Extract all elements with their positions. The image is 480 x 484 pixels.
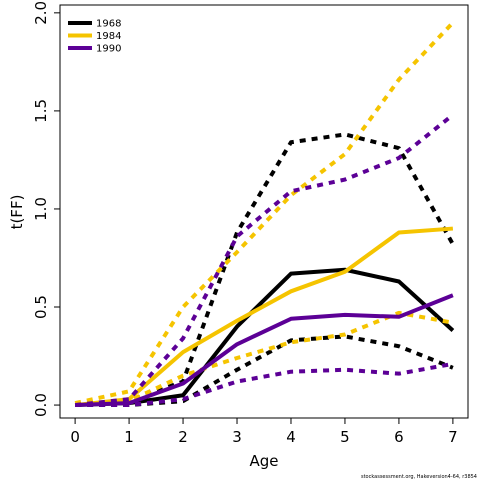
x-tick-label: 0 — [70, 428, 80, 446]
x-tick-label: 3 — [232, 428, 242, 446]
x-tick-label: 5 — [340, 428, 350, 446]
x-axis-label: Age — [249, 452, 278, 470]
x-tick-label: 4 — [286, 428, 296, 446]
y-tick-label: 0.5 — [32, 295, 50, 319]
plot-frame — [59, 4, 469, 419]
x-tick-label: 7 — [448, 428, 458, 446]
y-axis-label: t(FF) — [8, 195, 26, 230]
y-tick-label: 1.0 — [32, 197, 50, 221]
ci-upper — [74, 132, 455, 408]
line — [75, 293, 454, 408]
footer: stockassessment.org, Hakeversion4-64, r3… — [361, 474, 477, 480]
ci-lower — [75, 361, 454, 408]
y-tick-label: 2.0 — [32, 1, 50, 25]
legend-label: 1990 — [96, 44, 121, 55]
y-tick-label: 1.5 — [32, 99, 50, 123]
x-tick-label: 1 — [124, 428, 134, 446]
ci-lower — [74, 310, 454, 408]
x-tick-label: 6 — [394, 428, 404, 446]
x-tick-label: 2 — [178, 428, 188, 446]
legend-label: 1984 — [96, 31, 121, 42]
ci-upper — [74, 113, 455, 408]
legend-label: 1968 — [96, 19, 121, 30]
y-tick-label: 0.0 — [32, 393, 50, 417]
line — [74, 226, 454, 408]
